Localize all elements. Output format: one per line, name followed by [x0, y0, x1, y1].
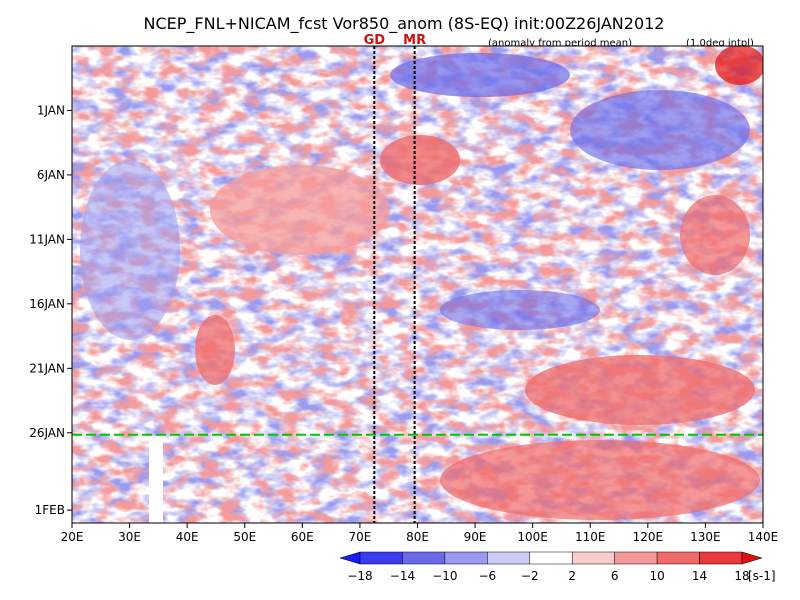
x-axis: 20E 30E 40E 50E 60E 70E 80E 90E 100E 110E 120E 130E… — [61, 523, 779, 544]
x-tick-label: 60E — [291, 530, 314, 544]
y-tick-label: 1FEB — [35, 503, 65, 517]
chart-subtitle-right: (1.0deg intpl) — [686, 38, 754, 49]
y-axis: 1JAN 6JAN 11JAN 16JAN 21JAN 26JAN 1FEB — [29, 103, 72, 517]
y-tick-label: 6JAN — [37, 168, 65, 182]
plot-area — [72, 46, 763, 523]
colorbar-swatch — [614, 551, 658, 565]
colorbar-swatch — [699, 551, 743, 565]
chart-title: NCEP_FNL+NICAM_fcst Vor850_anom (8S-EQ) … — [144, 14, 665, 34]
x-tick-label: 70E — [348, 530, 371, 544]
colorbar-label: 2 — [568, 569, 576, 583]
marker-label: GD — [364, 33, 386, 48]
y-tick-label: 11JAN — [29, 232, 65, 246]
colorbar-label: 18 — [734, 569, 749, 583]
colorbar-swatch — [487, 551, 531, 565]
colorbar-label: 6 — [611, 569, 619, 583]
colorbar-swatch — [339, 551, 361, 565]
marker-label: MR — [403, 33, 426, 48]
colorbar-units: [s-1] — [748, 569, 776, 583]
y-tick-label: 16JAN — [29, 297, 65, 311]
colorbar-swatch — [444, 551, 488, 565]
x-tick-label: 50E — [233, 530, 256, 544]
colorbar-swatch — [402, 551, 446, 565]
colorbar-label: −2 — [521, 569, 539, 583]
y-tick-label: 1JAN — [37, 103, 65, 117]
colorbar-label: −18 — [347, 569, 372, 583]
location-markers: GD MR — [364, 33, 426, 523]
colorbar-swatch — [741, 551, 763, 565]
x-tick-label: 140E — [748, 530, 779, 544]
anomaly-field — [72, 46, 763, 523]
chart-subtitle-left: (anomaly from period mean) — [488, 38, 632, 49]
colorbar-label: 10 — [649, 569, 664, 583]
colorbar: −18 −14 −10 −6 −2 2 6 10 14 18[s-1] — [339, 551, 776, 583]
x-tick-label: 20E — [61, 530, 84, 544]
colorbar-label: −10 — [432, 569, 457, 583]
colorbar-swatch — [359, 551, 403, 565]
y-tick-label: 21JAN — [29, 361, 65, 375]
x-tick-label: 90E — [464, 530, 487, 544]
x-tick-label: 110E — [575, 530, 606, 544]
x-tick-label: 100E — [517, 530, 548, 544]
colorbar-swatch — [529, 551, 573, 565]
colorbar-label: −14 — [390, 569, 415, 583]
x-tick-label: 130E — [690, 530, 721, 544]
colorbar-label: −6 — [478, 569, 496, 583]
colorbar-swatch — [571, 551, 615, 565]
x-tick-label: 40E — [176, 530, 199, 544]
x-tick-label: 30E — [118, 530, 141, 544]
x-tick-label: 80E — [406, 530, 429, 544]
colorbar-label: 14 — [692, 569, 707, 583]
y-tick-label: 26JAN — [29, 426, 65, 440]
x-tick-label: 120E — [633, 530, 664, 544]
colorbar-swatch — [656, 551, 700, 565]
missing-data-gap — [149, 436, 163, 523]
